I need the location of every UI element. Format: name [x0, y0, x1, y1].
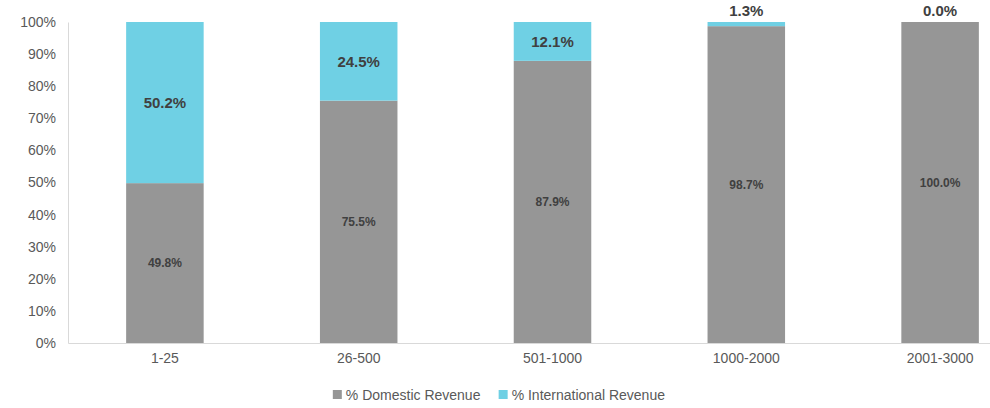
axis-line [68, 23, 69, 344]
legend-swatch [333, 390, 342, 399]
tick-label: 26-500 [337, 350, 381, 366]
tick-label: 70% [28, 110, 56, 126]
tick: 2001-3000 [907, 350, 974, 366]
tick-label: 501-1000 [523, 350, 582, 366]
tick-label: 10% [28, 303, 56, 319]
legend: % Domestic Revenue % International Revenu… [333, 387, 665, 403]
bar [126, 183, 204, 343]
tick: 20% [28, 271, 68, 287]
tick-label: 60% [28, 142, 56, 158]
tick: 0% [36, 335, 68, 351]
legend-item: % Domestic Revenue [333, 387, 481, 403]
tick: 80% [28, 78, 68, 94]
tick: 70% [28, 110, 68, 126]
bar [320, 22, 398, 101]
bar [901, 22, 979, 343]
tick: 50% [28, 174, 68, 190]
bar [514, 22, 592, 61]
series [126, 22, 979, 343]
bar [901, 22, 979, 23]
bar [320, 101, 398, 343]
tick: 501-1000 [523, 350, 582, 366]
tick-label: 1-25 [151, 350, 179, 366]
data-label: 0.0% [923, 2, 957, 19]
tick: 30% [28, 239, 68, 255]
tick-label: 1000-2000 [713, 350, 780, 366]
tick: 26-500 [337, 350, 381, 366]
tick-label: 2001-3000 [907, 350, 974, 366]
bar [514, 61, 592, 343]
axis-line [69, 343, 990, 344]
legend-item: % International Revenue [499, 387, 666, 403]
data-label: 75.5% [342, 215, 376, 229]
data-label: 98.7% [729, 178, 763, 192]
tick-label: 50% [28, 174, 56, 190]
series [126, 22, 785, 183]
bar [126, 22, 204, 183]
bars [126, 22, 979, 343]
x-axis: 1-25 26-500 501-1000 1000-2000 2001-3000 [69, 344, 990, 366]
data-label: 100.0% [920, 176, 961, 190]
legend-label: % Domestic Revenue [346, 387, 481, 403]
data-label: 87.9% [535, 195, 569, 209]
tick: 10% [28, 303, 68, 319]
data-label: 1.3% [729, 2, 763, 19]
tick: 1-25 [151, 350, 179, 366]
tick-label: 80% [28, 78, 56, 94]
tick: 40% [28, 207, 68, 223]
data-label: 24.5% [337, 53, 380, 70]
tick: 1000-2000 [713, 350, 780, 366]
tick: 100% [20, 14, 68, 30]
bar [708, 26, 786, 343]
chart: 0% 10% 20% 30% 40% 50% 60% 70% 80% 90% 100% 1-25 26-… [0, 0, 990, 408]
y-axis: 0% 10% 20% 30% 40% 50% 60% 70% 80% 90% 100% [20, 14, 68, 351]
tick-label: 20% [28, 271, 56, 287]
legend-label: % International Revenue [512, 387, 666, 403]
tick-label: 0% [36, 335, 56, 351]
tick-label: 90% [28, 46, 56, 62]
data-label: 49.8% [148, 256, 182, 270]
tick-label: 100% [20, 14, 56, 30]
data-labels: 49.8% 75.5% 87.9% 98.7% 100.0% 50.2% 24.5% 12.1… [144, 2, 961, 270]
tick: 90% [28, 46, 68, 62]
legend-swatch [499, 390, 508, 399]
data-label: 12.1% [531, 33, 574, 50]
data-label: 50.2% [144, 94, 187, 111]
bar [708, 22, 786, 26]
tick-label: 30% [28, 239, 56, 255]
tick: 60% [28, 142, 68, 158]
tick-label: 40% [28, 207, 56, 223]
